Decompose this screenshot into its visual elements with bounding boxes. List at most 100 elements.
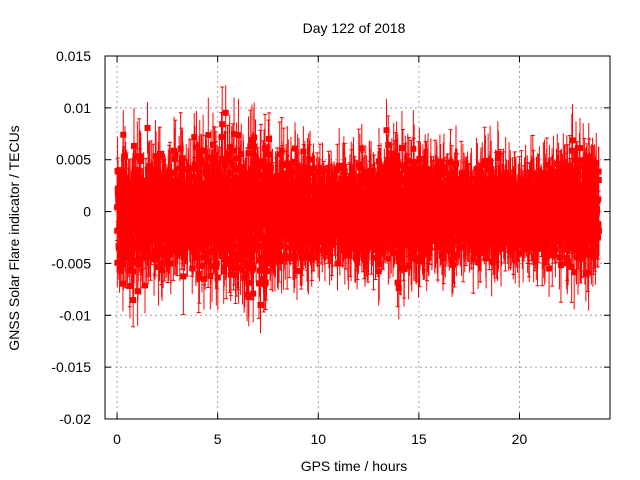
data-point — [132, 175, 139, 182]
data-point — [212, 247, 219, 254]
data-point — [170, 219, 177, 226]
data-point — [220, 268, 227, 275]
data-point — [187, 165, 194, 172]
data-point — [223, 181, 230, 188]
data-point — [211, 194, 218, 201]
data-point — [219, 190, 226, 197]
data-points — [114, 109, 602, 308]
data-point — [207, 227, 214, 234]
data-point — [130, 180, 137, 187]
data-point — [216, 178, 223, 185]
data-point — [165, 249, 172, 256]
data-point — [206, 193, 213, 200]
data-point — [120, 258, 127, 265]
data-point — [174, 182, 181, 189]
data-point — [145, 219, 152, 226]
data-point — [140, 243, 147, 250]
data-point — [122, 247, 129, 254]
data-point — [127, 226, 134, 233]
data-point — [213, 227, 220, 234]
data-point — [116, 266, 123, 273]
data-point — [180, 273, 187, 280]
data-point — [130, 297, 137, 304]
data-point — [222, 158, 229, 165]
data-point — [204, 213, 211, 220]
data-point — [130, 142, 137, 149]
data-point — [207, 273, 214, 280]
data-point — [152, 152, 159, 159]
data-point — [207, 248, 214, 255]
data-point — [164, 228, 171, 235]
data-point — [166, 168, 173, 175]
data-point — [173, 199, 180, 206]
data-point — [183, 166, 190, 173]
data-point — [223, 219, 230, 226]
data-point — [198, 262, 205, 269]
data-point — [176, 165, 183, 172]
data-point — [137, 255, 144, 262]
data-point — [135, 229, 142, 236]
data-point — [213, 260, 220, 267]
data-point — [119, 202, 126, 209]
data-point — [132, 168, 139, 175]
data-point — [153, 166, 160, 173]
data-point — [198, 194, 205, 201]
data-point — [196, 185, 203, 192]
data-point — [123, 254, 130, 261]
data-point — [118, 247, 125, 254]
data-point — [154, 187, 161, 194]
data-point — [200, 221, 207, 228]
data-point — [144, 124, 151, 131]
data-point — [196, 151, 203, 158]
data-point — [166, 236, 173, 243]
data-point — [204, 233, 211, 240]
data-point — [115, 185, 122, 192]
data-point — [221, 162, 228, 169]
data-point — [193, 144, 200, 151]
data-point — [146, 163, 153, 170]
data-point — [131, 243, 138, 250]
data-point — [128, 202, 135, 209]
data-point — [132, 188, 139, 195]
data-point — [162, 179, 169, 186]
data-point — [147, 253, 154, 260]
data-point — [123, 177, 130, 184]
data-point — [117, 210, 124, 217]
data-point — [204, 179, 211, 186]
data-point — [126, 190, 133, 197]
data-point — [189, 215, 196, 222]
data-point — [137, 153, 144, 160]
data-point — [152, 237, 159, 244]
data-point — [191, 161, 198, 168]
data-point — [155, 181, 162, 188]
data-point — [205, 132, 212, 139]
data-point — [218, 133, 225, 140]
data-point — [138, 234, 145, 241]
data-point — [139, 191, 146, 198]
data-point — [194, 241, 201, 248]
data-point — [137, 213, 144, 220]
data-point — [154, 229, 161, 236]
data-point — [121, 153, 128, 160]
data-point — [177, 217, 184, 224]
data-point — [135, 239, 142, 246]
data-point — [163, 207, 170, 214]
data-point — [137, 157, 144, 164]
data-point — [223, 175, 230, 182]
data-point — [117, 218, 124, 225]
data-point — [219, 121, 226, 128]
data-point — [168, 182, 175, 189]
data-point — [121, 216, 128, 223]
data-point — [127, 236, 134, 243]
data-point — [192, 225, 199, 232]
data-point — [168, 225, 175, 232]
data-point — [155, 173, 162, 180]
data-point — [209, 141, 216, 148]
data-point — [212, 161, 219, 168]
data-point — [191, 238, 198, 245]
data-point — [219, 222, 226, 229]
data-point — [154, 203, 161, 210]
data-point — [143, 184, 150, 191]
data-point — [217, 174, 224, 181]
data-point — [205, 258, 212, 265]
